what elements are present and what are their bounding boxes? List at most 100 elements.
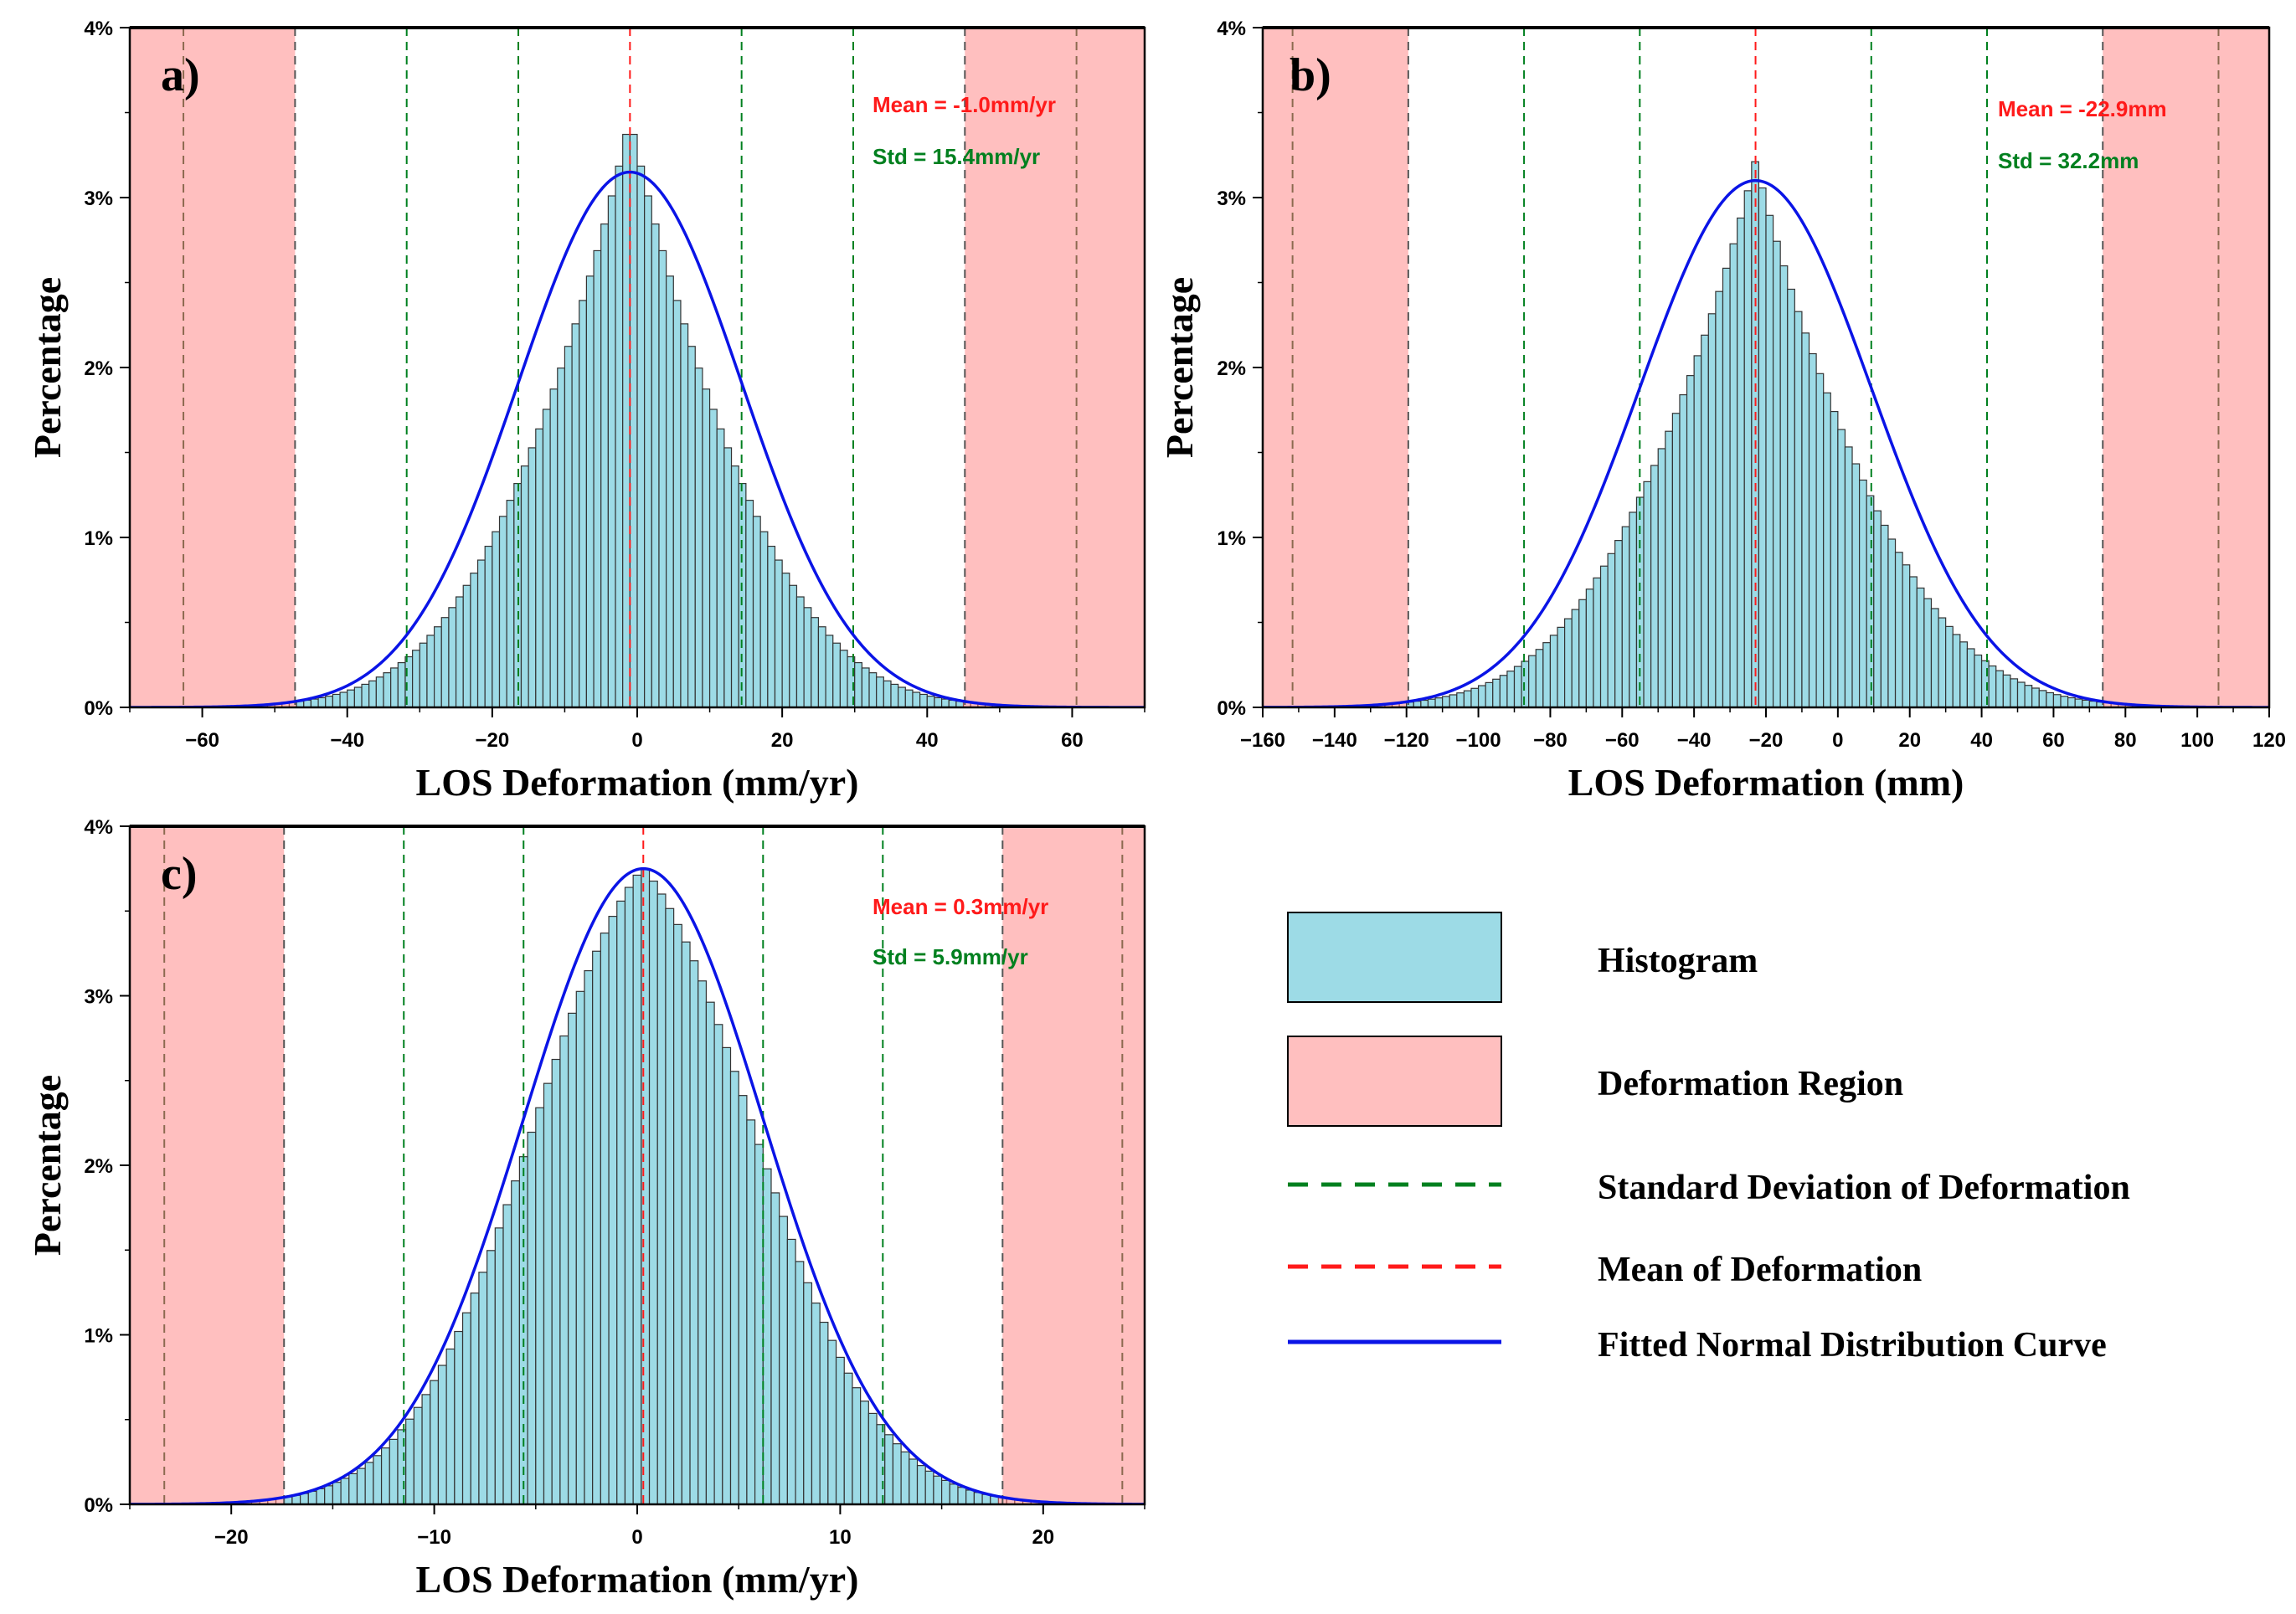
histogram-bar xyxy=(666,275,674,707)
x-tick-label: −100 xyxy=(1456,729,1501,752)
y-axis-label: Percentage xyxy=(26,277,69,458)
histogram-bar xyxy=(300,1493,309,1504)
histogram-bar xyxy=(600,223,609,707)
histogram-bar xyxy=(1701,334,1709,707)
histogram-bar xyxy=(1456,692,1465,707)
histogram-bar xyxy=(486,1250,496,1504)
deformation-region-left xyxy=(130,826,285,1504)
std-annotation: Std = 32.2mm xyxy=(1998,148,2139,173)
histogram-bar xyxy=(484,545,493,707)
histogram-bar xyxy=(2052,694,2062,707)
histogram-bar xyxy=(527,1131,537,1504)
histogram-bar xyxy=(1772,240,1781,707)
histogram-bar xyxy=(1679,393,1688,707)
histogram-bar xyxy=(795,596,805,707)
histogram-bar xyxy=(909,1458,919,1504)
histogram-bar xyxy=(502,1204,512,1504)
x-tick-label: 20 xyxy=(1032,1526,1054,1549)
histogram-bar xyxy=(884,1434,894,1504)
fitted-curve xyxy=(1263,178,2269,707)
histogram-bar xyxy=(592,950,601,1504)
x-tick-label: 20 xyxy=(771,729,794,752)
histogram-bar xyxy=(1779,265,1789,707)
histogram-bar xyxy=(687,346,696,707)
histogram-bar xyxy=(593,249,602,707)
histogram-bar xyxy=(1477,685,1486,707)
histogram-bar xyxy=(584,969,594,1504)
histogram-bar xyxy=(681,941,691,1504)
histogram-bar xyxy=(454,1330,464,1504)
histogram-bar xyxy=(1974,654,1983,707)
y-tick-label: 1% xyxy=(1217,527,1246,550)
panel-label: a) xyxy=(161,49,200,101)
histogram-bar xyxy=(492,531,501,707)
legend-curve-label: Fitted Normal Distribution Curve xyxy=(1598,1326,2107,1365)
histogram-bar xyxy=(528,447,537,707)
histogram-bar xyxy=(1578,599,1587,707)
histogram-bar xyxy=(1513,666,1522,707)
histogram-bar xyxy=(303,699,312,707)
histogram-bar xyxy=(405,1418,414,1504)
histogram-bar xyxy=(781,573,790,707)
histogram-bar xyxy=(811,1302,821,1504)
histogram-bar xyxy=(867,1412,878,1504)
histogram-bar xyxy=(843,1372,853,1504)
histogram-bar xyxy=(1952,634,1961,707)
histogram-bar xyxy=(827,1339,837,1504)
panel-label: c) xyxy=(161,848,198,900)
histogram-bar xyxy=(1643,481,1652,707)
histogram-bar xyxy=(615,165,624,707)
histogram-bar xyxy=(940,698,950,707)
histogram-bar xyxy=(916,1465,926,1504)
x-axis-label: LOS Deformation (mm/yr) xyxy=(416,761,859,804)
panel-c: −20 −10 0 10 20 0% 1% 2% 3% 4% LOS Deformation (mm… xyxy=(26,816,1146,1601)
histogram-bar xyxy=(1449,694,1458,707)
histogram-bar xyxy=(455,596,464,707)
histogram-bar xyxy=(767,545,776,707)
histogram-bar xyxy=(419,642,428,707)
histogram-bar xyxy=(854,661,862,707)
histogram-bar xyxy=(722,1046,732,1504)
x-axis-label: LOS Deformation (mm) xyxy=(1568,761,1964,804)
histogram-bar xyxy=(332,693,341,707)
histogram-bar xyxy=(1794,311,1803,707)
histogram-bar xyxy=(636,165,646,707)
histogram-bar xyxy=(389,1438,399,1504)
histogram-bar xyxy=(421,1394,431,1504)
histogram-bar xyxy=(1887,538,1897,707)
y-axis-label: Percentage xyxy=(1158,277,1201,458)
histogram-bar xyxy=(571,323,580,707)
histogram-bar xyxy=(1693,355,1702,707)
histogram-bar xyxy=(585,275,595,707)
histogram-bar xyxy=(1837,429,1846,707)
histogram-bar xyxy=(1916,587,1925,707)
histogram-bar xyxy=(817,626,826,707)
histogram-bar xyxy=(705,1001,715,1504)
mean-annotation: Mean = -22.9mm xyxy=(1998,96,2167,121)
histogram-bar xyxy=(1563,618,1573,707)
histogram-bar xyxy=(1521,661,1530,707)
y-tick-label: 0% xyxy=(84,697,113,720)
histogram-bar xyxy=(1729,243,1738,707)
x-tick-label: −60 xyxy=(1605,729,1640,752)
histogram-bar xyxy=(494,1227,504,1504)
y-tick-label: 1% xyxy=(84,1325,113,1348)
y-tick-label: 2% xyxy=(1217,357,1246,380)
histogram-bar xyxy=(542,409,551,707)
histogram-bar xyxy=(2010,678,2019,707)
histogram-bar xyxy=(353,686,363,707)
histogram-bar xyxy=(1549,635,1558,707)
histogram-bar xyxy=(723,447,733,707)
histogram-bar xyxy=(600,932,610,1504)
histogram-bar xyxy=(839,650,848,707)
legend-histogram-swatch xyxy=(1287,912,1502,1003)
x-tick-label: 0 xyxy=(631,1526,642,1549)
histogram-bar xyxy=(390,667,399,707)
histogram-bar xyxy=(900,1451,910,1504)
histogram-bar xyxy=(520,465,529,707)
mean-annotation: Mean = 0.3mm/yr xyxy=(873,894,1048,919)
histogram-bar xyxy=(1938,617,1947,707)
histogram-bar xyxy=(1787,288,1795,707)
histogram-bar xyxy=(1657,448,1666,707)
histogram-bar xyxy=(1707,313,1717,707)
